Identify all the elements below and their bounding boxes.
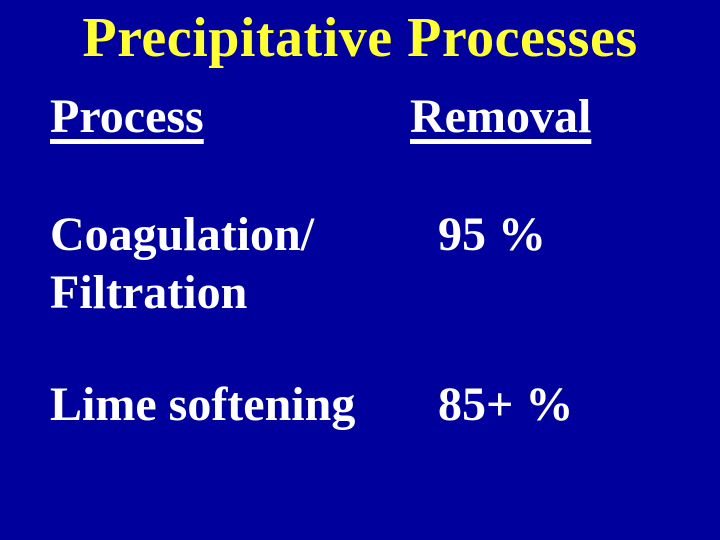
removal-value-coagulation-filtration: 95 % bbox=[438, 208, 546, 261]
column-header-process: Process bbox=[50, 90, 204, 143]
table-row: Lime softening 85+ % bbox=[50, 376, 700, 434]
process-name-lime-softening: Lime softening bbox=[50, 378, 356, 431]
process-name-coagulation-filtration: Coagulation/ Filtration bbox=[50, 208, 315, 319]
slide-title: Precipitative Processes bbox=[82, 7, 638, 69]
removal-value-lime-softening: 85+ % bbox=[438, 378, 574, 431]
table-row: Coagulation/ Filtration 95 % bbox=[50, 206, 700, 321]
table-header-row: Process Removal bbox=[50, 88, 700, 146]
column-header-removal: Removal bbox=[410, 90, 592, 143]
